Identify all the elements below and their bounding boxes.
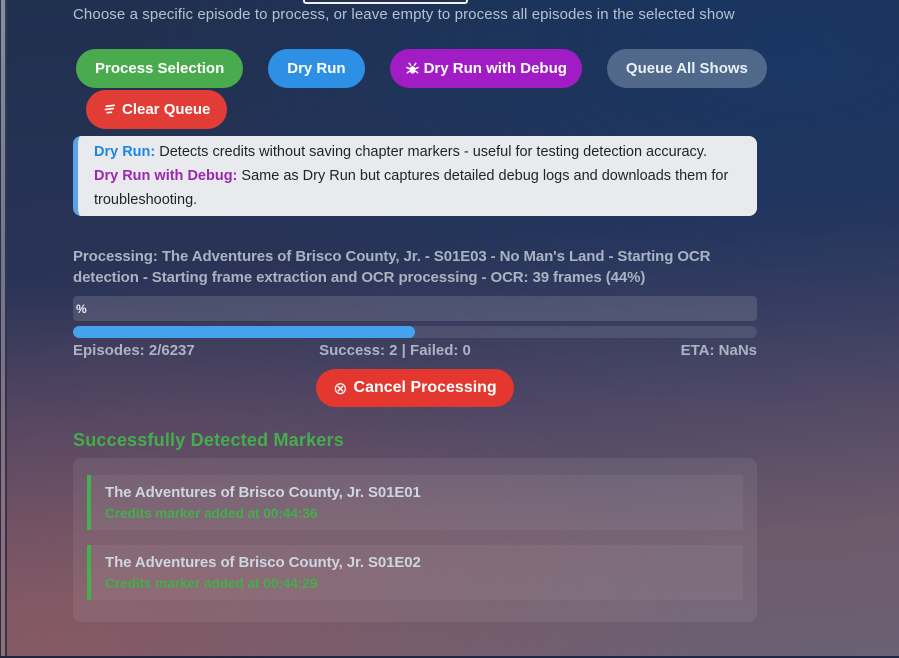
info-line-dry-run: Dry Run: Detects credits without saving … (94, 144, 708, 160)
clear-queue-icon (103, 103, 118, 116)
info-line-dry-run-debug: Dry Run with Debug: Same as Dry Run but … (94, 168, 729, 208)
detected-markers-panel: The Adventures of Brisco County, Jr. S01… (73, 458, 757, 622)
marker-timestamp: Credits marker added at 00:44:36 (105, 506, 318, 521)
progress-fill (73, 326, 415, 338)
process-selection-button[interactable]: Process Selection (76, 49, 244, 88)
dry-run-debug-label: Dry Run with Debug: (94, 168, 238, 184)
episodes-count: Episodes: 2/6237 (73, 342, 195, 359)
dry-run-button[interactable]: Dry Run (268, 49, 365, 88)
marker-episode-title: The Adventures of Brisco County, Jr. S01… (105, 554, 421, 571)
action-button-row: Process Selection Dry Run Dry Run with D… (76, 49, 767, 88)
stats-row: Episodes: 2/6237 Success: 2 | Failed: 0 … (73, 342, 757, 359)
eta-label: ETA: NaNs (680, 342, 757, 359)
processing-status-text: Processing: The Adventures of Brisco Cou… (73, 248, 711, 286)
episode-select[interactable] (303, 0, 468, 4)
episode-help-text: Choose a specific episode to process, or… (73, 6, 735, 23)
window-left-edge (0, 0, 7, 656)
clear-queue-button[interactable]: Clear Queue (86, 90, 228, 129)
marker-list-item: The Adventures of Brisco County, Jr. S01… (87, 545, 743, 600)
bug-icon (405, 61, 420, 76)
progress-bar-track (73, 326, 757, 338)
detected-markers-heading: Successfully Detected Markers (73, 430, 344, 450)
cancel-circle-x-icon: ⊗ (333, 378, 348, 398)
cancel-button-wrap: ⊗ Cancel Processing (73, 369, 757, 407)
marker-episode-title: The Adventures of Brisco County, Jr. S01… (105, 484, 421, 501)
cancel-processing-button[interactable]: ⊗ Cancel Processing (316, 369, 514, 407)
success-failed-count: Success: 2 | Failed: 0 (319, 342, 471, 359)
percent-progress-track: % (73, 296, 757, 321)
dry-run-info-box: Dry Run: Detects credits without saving … (73, 136, 757, 216)
dry-run-debug-button[interactable]: Dry Run with Debug (389, 49, 582, 88)
secondary-button-row: Clear Queue (86, 90, 228, 129)
marker-list-item: The Adventures of Brisco County, Jr. S01… (87, 475, 743, 530)
marker-timestamp: Credits marker added at 00:44:29 (105, 576, 318, 591)
dry-run-label: Dry Run: (94, 144, 156, 160)
queue-all-shows-button[interactable]: Queue All Shows (606, 49, 767, 88)
percent-label: % (76, 301, 87, 316)
